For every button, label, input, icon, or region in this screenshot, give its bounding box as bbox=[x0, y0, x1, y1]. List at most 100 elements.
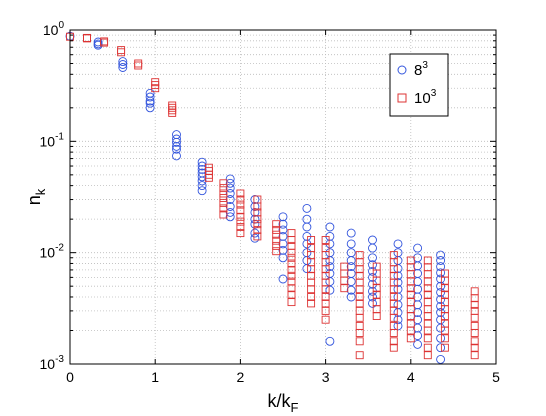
series-1-point bbox=[236, 212, 245, 221]
series-0-point bbox=[197, 186, 207, 196]
series-0-point bbox=[325, 222, 335, 232]
data-points bbox=[65, 31, 479, 364]
series-0-point bbox=[413, 243, 423, 253]
series-0-point bbox=[436, 301, 446, 311]
series-1-point bbox=[340, 276, 349, 285]
series-0-point bbox=[145, 92, 155, 102]
series-0-point bbox=[145, 96, 155, 106]
series-1-point bbox=[287, 236, 296, 244]
series-1-point bbox=[406, 290, 415, 299]
series-0-point bbox=[278, 274, 288, 284]
series-0-point bbox=[250, 233, 260, 243]
series-1-point bbox=[321, 285, 330, 294]
series-1-point bbox=[470, 329, 479, 337]
series-1-point bbox=[253, 202, 262, 211]
series-1-point bbox=[100, 38, 109, 47]
series-0-point bbox=[368, 253, 377, 263]
series-1-point bbox=[321, 293, 330, 301]
series-0-point bbox=[325, 285, 335, 295]
series-0-point bbox=[118, 57, 128, 67]
series-0-point bbox=[225, 174, 235, 184]
series-0-point bbox=[225, 189, 235, 198]
y-tick-label: 10-1 bbox=[40, 131, 65, 149]
series-0-point bbox=[413, 323, 423, 333]
x-axis-title: k/kF bbox=[268, 391, 299, 415]
series-1-point bbox=[219, 184, 228, 193]
tick-labels: 0 1 2 3 4 5 100 10-1 10-2 10-3 bbox=[40, 20, 501, 385]
series-0-point bbox=[346, 256, 356, 265]
series-0-point bbox=[250, 207, 260, 217]
series-0-point bbox=[436, 287, 446, 297]
series-1-point bbox=[321, 299, 330, 308]
series-0-point bbox=[197, 172, 207, 182]
series-0-point bbox=[393, 278, 403, 287]
series-1-point bbox=[287, 265, 296, 274]
series-1-point bbox=[423, 326, 432, 335]
series-1-point bbox=[470, 313, 479, 322]
series-1-point bbox=[470, 351, 479, 360]
series-1-point bbox=[372, 276, 381, 285]
series-0-point bbox=[393, 321, 403, 331]
series-1-point bbox=[389, 313, 398, 322]
series-0-point bbox=[225, 183, 235, 193]
series-1-point bbox=[355, 337, 364, 346]
series-1-point bbox=[236, 200, 245, 209]
series-1-point bbox=[423, 312, 432, 320]
legend-label-10-cubed: 103 bbox=[414, 88, 437, 107]
series-1-point bbox=[440, 276, 449, 285]
legend-marker-10-cubed bbox=[397, 93, 407, 103]
x-tick-label: 5 bbox=[492, 369, 500, 385]
series-1-point bbox=[272, 225, 281, 234]
series-1-point bbox=[272, 236, 281, 245]
series-1-point bbox=[272, 247, 281, 256]
series-0-point bbox=[436, 354, 446, 364]
series-1-point bbox=[236, 189, 245, 198]
series-1-point bbox=[372, 290, 381, 299]
x-tick-label: 4 bbox=[407, 369, 415, 385]
series-1-point bbox=[219, 210, 228, 219]
series-1-point bbox=[219, 189, 228, 198]
series-0-point bbox=[278, 219, 288, 229]
series-0-point bbox=[278, 253, 288, 263]
series-1-point bbox=[423, 284, 432, 293]
series-0-point bbox=[197, 157, 207, 167]
series-1-point bbox=[287, 248, 296, 257]
series-0-point bbox=[368, 243, 377, 253]
series-0-point bbox=[393, 308, 403, 317]
x-tick-label: 2 bbox=[237, 369, 245, 385]
x-tick-label: 3 bbox=[322, 369, 330, 385]
series-1-point bbox=[287, 298, 296, 307]
series-1-point bbox=[307, 236, 316, 244]
series-1-point bbox=[219, 179, 228, 188]
series-1-point bbox=[372, 284, 381, 293]
series-1-point bbox=[440, 343, 449, 352]
series-0-point bbox=[278, 225, 288, 235]
series-1-point bbox=[168, 108, 177, 117]
series-1-point bbox=[219, 198, 228, 207]
series-0-point bbox=[250, 202, 260, 211]
series-1-point bbox=[440, 326, 449, 335]
series-1-point bbox=[272, 241, 281, 250]
series-0-point bbox=[325, 262, 335, 272]
series-1-point bbox=[355, 329, 364, 337]
series-0-point bbox=[250, 219, 260, 229]
series-0-point bbox=[393, 239, 403, 249]
series-0-point bbox=[368, 298, 377, 308]
series-1-point bbox=[440, 312, 449, 320]
series-1-point bbox=[287, 290, 296, 299]
series-1-point bbox=[321, 236, 330, 244]
series-0-point bbox=[172, 144, 181, 154]
series-0-point bbox=[197, 181, 207, 191]
series-1-point bbox=[307, 293, 316, 301]
series-0-point bbox=[436, 250, 446, 260]
y-axis-title: nk bbox=[24, 188, 48, 205]
series-0-point bbox=[436, 333, 446, 343]
series-1-point bbox=[355, 299, 364, 308]
axis-ticks bbox=[69, 30, 497, 364]
series-1-point bbox=[389, 337, 398, 346]
series-1-point bbox=[219, 194, 228, 202]
series-1-point bbox=[470, 300, 479, 309]
series-1-point bbox=[423, 334, 432, 343]
series-0-point bbox=[436, 281, 446, 291]
series-1-point bbox=[423, 351, 432, 360]
